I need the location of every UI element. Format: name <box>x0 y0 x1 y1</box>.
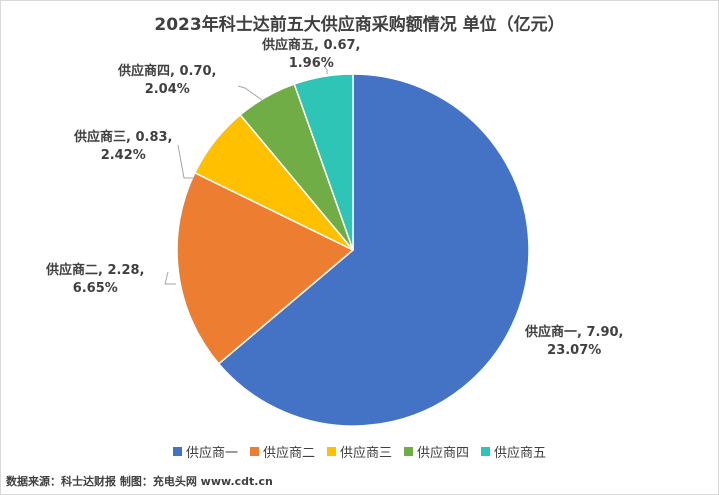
data-label-percent: 2.04% <box>144 82 190 97</box>
legend-label: 供应商三 <box>339 446 392 461</box>
source-note: 数据来源：科士达财报 制图：充电头网 www.cdt.cn <box>6 475 273 488</box>
legend-swatch <box>249 447 259 456</box>
pie-slice-2 <box>176 171 355 365</box>
data-label-percent: 1.96% <box>288 56 334 71</box>
leader-line-5 <box>324 66 328 74</box>
leader-line-2 <box>164 271 176 285</box>
leader-line-4 <box>237 85 263 101</box>
chart-legend: 供应商一 供应商二 供应商三 供应商四 供应商五 <box>0 442 719 461</box>
data-label-value: 供应商四, 0.70, <box>118 64 217 79</box>
chart-title: 2023年科士达前五大供应商采购额情况 单位（亿元） <box>154 15 565 35</box>
data-label-1: 供应商一, 7.90, 23.07% <box>525 324 623 360</box>
legend-item-5: 供应商五 <box>481 442 546 461</box>
legend-swatch <box>172 447 182 456</box>
data-label-percent: 2.42% <box>100 148 146 163</box>
legend-swatch <box>326 447 336 456</box>
data-label-3: 供应商三, 0.83, 2.42% <box>74 129 172 165</box>
pie-slice-1 <box>217 73 530 427</box>
legend-label: 供应商四 <box>417 446 470 461</box>
legend-item-4: 供应商四 <box>404 442 469 461</box>
data-label-value: 供应商三, 0.83, <box>74 130 173 145</box>
data-label-percent: 23.07% <box>547 343 602 358</box>
data-label-value: 供应商五, 0.67, <box>262 38 361 53</box>
legend-label: 供应商一 <box>185 446 238 461</box>
data-label-value: 供应商二, 2.28, <box>46 263 145 278</box>
legend-item-2: 供应商二 <box>249 442 315 461</box>
legend-item-1: 供应商一 <box>172 442 238 461</box>
legend-label: 供应商五 <box>494 446 547 461</box>
data-label-5: 供应商五, 0.67, 1.96% <box>262 37 360 73</box>
data-label-percent: 6.65% <box>72 281 118 296</box>
legend-swatch <box>481 447 491 456</box>
data-label-4: 供应商四, 0.70, 2.04% <box>118 63 216 99</box>
pie-slice-5 <box>293 73 354 251</box>
legend-swatch <box>404 447 413 456</box>
legend-item-3: 供应商三 <box>326 442 392 461</box>
data-label-2: 供应商二, 2.28, 6.65% <box>46 262 144 298</box>
leader-line-3 <box>177 144 193 179</box>
legend-label: 供应商二 <box>262 446 315 461</box>
data-label-value: 供应商一, 7.90, <box>525 325 624 340</box>
